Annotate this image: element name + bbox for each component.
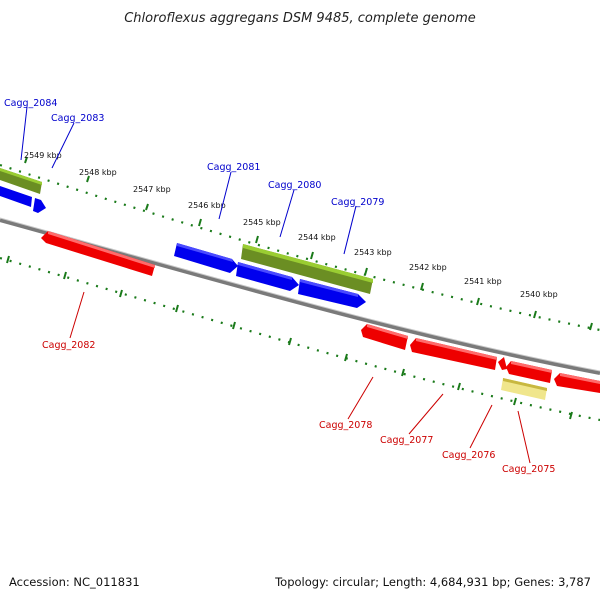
gene-label[interactable]: Cagg_2081 xyxy=(207,162,260,173)
gene-feature[interactable] xyxy=(0,168,42,194)
gene-feature[interactable] xyxy=(498,357,507,370)
gene-feature[interactable] xyxy=(236,262,299,291)
gene-labels: Cagg_2084 Cagg_2083 Cagg_2082 Cagg_2081 … xyxy=(4,98,555,475)
tick-label: 2543 kbp xyxy=(354,248,392,257)
gene-label[interactable]: Cagg_2077 xyxy=(380,435,433,446)
gene-feature[interactable] xyxy=(298,279,366,308)
tick-label: 2549 kbp xyxy=(24,151,62,160)
gene-feature[interactable] xyxy=(0,186,46,213)
gene-feature[interactable] xyxy=(554,373,600,393)
gene-label[interactable]: Cagg_2076 xyxy=(442,450,495,461)
gene-feature[interactable] xyxy=(506,361,552,383)
gene-label[interactable]: Cagg_2078 xyxy=(319,420,372,431)
scale-labels: 2549 kbp 2548 kbp 2547 kbp 2546 kbp 2545… xyxy=(24,151,558,299)
tick-label: 2548 kbp xyxy=(79,168,117,177)
tick-label: 2542 kbp xyxy=(409,263,447,272)
gene-label[interactable]: Cagg_2082 xyxy=(42,340,95,351)
accession-text: Accession: NC_011831 xyxy=(9,575,140,589)
gene-label[interactable]: Cagg_2084 xyxy=(4,98,57,109)
gene-feature[interactable] xyxy=(361,324,408,350)
genome-backbone-highlight xyxy=(0,217,600,372)
tick-label: 2546 kbp xyxy=(188,201,226,210)
tick-label: 2544 kbp xyxy=(298,233,336,242)
gene-label[interactable]: Cagg_2075 xyxy=(502,464,555,475)
gene-feature[interactable] xyxy=(410,338,497,370)
gene-feature[interactable] xyxy=(41,231,155,276)
reverse-leader-lines xyxy=(69,291,531,464)
tick-label: 2545 kbp xyxy=(243,218,281,227)
gene-feature[interactable] xyxy=(241,244,373,294)
gene-label[interactable]: Cagg_2083 xyxy=(51,113,104,124)
forward-leader-lines xyxy=(20,106,357,255)
tick-label: 2541 kbp xyxy=(464,277,502,286)
gene-label[interactable]: Cagg_2080 xyxy=(268,180,321,191)
inner-major-ticks xyxy=(6,255,573,420)
gene-feature[interactable] xyxy=(501,378,547,400)
tick-label: 2547 kbp xyxy=(133,185,171,194)
outer-major-ticks xyxy=(24,156,593,331)
tick-label: 2540 kbp xyxy=(520,290,558,299)
gene-feature[interactable] xyxy=(174,243,238,273)
gene-label[interactable]: Cagg_2079 xyxy=(331,197,384,208)
genome-summary-text: Topology: circular; Length: 4,684,931 bp… xyxy=(274,575,591,589)
map-title: Chloroflexus aggregans DSM 9485, complet… xyxy=(124,11,476,26)
